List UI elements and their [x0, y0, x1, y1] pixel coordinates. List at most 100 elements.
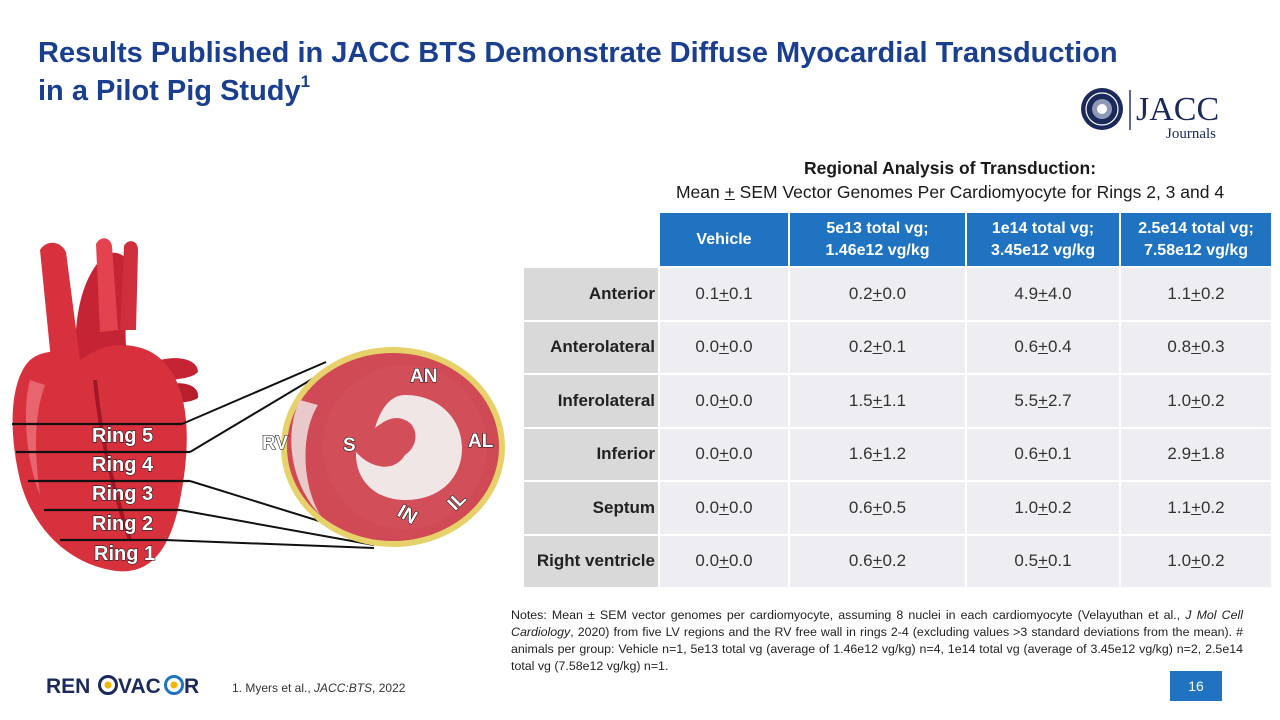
table-cell: 1.0+0.2	[965, 480, 1121, 536]
coronary-artery	[93, 379, 132, 541]
logo-text-vac: VAC	[118, 675, 161, 696]
transduction-table: Vehicle 5e13 total vg; 1.46e12 vg/kg 1e14 t…	[522, 211, 1273, 589]
column-header-line2: 1.46e12 vg/kg	[825, 241, 930, 259]
cell-mean: 0.0	[695, 337, 720, 357]
cell-plus-sign: +	[872, 551, 883, 571]
ring-label-1: Ring 1	[94, 543, 155, 565]
notes-text-1: Notes: Mean ± SEM vector genomes per car…	[511, 608, 1186, 623]
footnote-year: , 2022	[372, 681, 406, 695]
cell-mean: 0.6	[1014, 337, 1039, 357]
cell-plus-sign: +	[872, 283, 883, 303]
slide-title: Results Published in JACC BTS Demonstrat…	[38, 34, 1248, 110]
caption-rest: SEM Vector Genomes Per Cardiomyocyte for…	[734, 182, 1225, 202]
cell-plus-sign: +	[872, 444, 883, 464]
cell-sem: 0.4	[1047, 337, 1072, 357]
table-row: Right ventricle 0.0+0.0 0.6+0.2 0.5+0.1 1.0+…	[522, 533, 1273, 589]
cell-mean: 0.8	[1167, 337, 1192, 357]
footnote-citation: 1. Myers et al., JACC:BTS, 2022	[232, 681, 405, 695]
column-header-line1: 1e14 total vg;	[991, 219, 1095, 237]
cell-mean: 0.0	[695, 497, 720, 517]
footnote-authors: 1. Myers et al.,	[232, 681, 315, 695]
ring-label-4: Ring 4	[92, 454, 154, 476]
column-header: 5e13 total vg; 1.46e12 vg/kg	[788, 211, 967, 268]
table-cell: 1.0+0.2	[1119, 373, 1273, 429]
table-row: Anterolateral 0.0+0.0 0.2+0.1 0.6+0.4 0.8+0.…	[522, 319, 1273, 375]
column-header: 2.5e14 total vg; 7.58e12 vg/kg	[1119, 211, 1273, 268]
cell-sem: 2.7	[1047, 390, 1072, 410]
jacc-sub: Journals	[1166, 126, 1216, 142]
vessel-3	[120, 241, 138, 330]
column-header: 1e14 total vg; 3.45e12 vg/kg	[965, 211, 1121, 268]
lv-cavity	[355, 395, 462, 500]
cell-plus-sign: +	[1191, 283, 1201, 303]
cell-sem: 0.0	[728, 444, 753, 464]
cell-sem: 0.0	[728, 551, 753, 571]
cell-mean: 1.5	[848, 390, 873, 410]
cell-plus-sign: +	[1191, 551, 1201, 571]
cell-sem: 0.0	[882, 283, 907, 303]
notes-journal: J Mol Cell Cardiology	[511, 608, 1244, 640]
table-caption-title: Regional Analysis of Transduction:	[803, 158, 1097, 178]
cell-plus-sign: +	[1038, 444, 1048, 464]
cell-plus-sign: +	[719, 444, 729, 464]
table-row: Septum 0.0+0.0 0.6+0.5 1.0+0.2 1.1+0.2	[522, 480, 1273, 536]
footnote-journal: JACC:BTS	[314, 681, 373, 695]
cell-sem: 0.2	[1200, 497, 1225, 517]
cell-mean: 1.0	[1167, 551, 1192, 571]
table-cell: 1.1+0.2	[1119, 480, 1273, 536]
cell-plus-sign: +	[872, 390, 883, 410]
cell-sem: 0.2	[1200, 390, 1225, 410]
jacc-journals-logo: JACC Journals	[1081, 88, 1219, 142]
vessel-2	[96, 238, 118, 332]
ring-label-2: Ring 2	[92, 513, 153, 535]
row-label: Septum	[522, 480, 660, 536]
cell-mean: 1.6	[848, 444, 873, 464]
cell-sem: 0.1	[728, 283, 753, 303]
row-label: Inferior	[522, 426, 660, 482]
table-row: Inferior 0.0+0.0 1.6+1.2 0.6+0.1 2.9+1.8	[522, 426, 1273, 482]
column-header-line1: 5e13 total vg;	[826, 219, 929, 237]
cell-mean: 0.0	[695, 390, 720, 410]
cell-plus-sign: +	[872, 337, 883, 357]
region-label-rv: RV	[262, 433, 288, 454]
cell-sem: 0.1	[1047, 444, 1072, 464]
cell-mean: 1.1	[1167, 497, 1192, 517]
region-label-an: AN	[410, 366, 437, 387]
table-cell: 0.6+0.4	[965, 319, 1121, 375]
cell-mean: 0.5	[1014, 551, 1039, 571]
cell-sem: 1.2	[882, 444, 907, 464]
lv-wall	[323, 365, 487, 529]
slide-title-line-2: in a Pilot Pig Study1	[38, 72, 1248, 110]
connector-line	[181, 361, 327, 425]
rv-cavity	[291, 400, 320, 515]
cell-sem: 0.2	[1200, 551, 1225, 571]
jacc-brand: JACC	[1136, 91, 1219, 128]
cell-plus-sign: +	[719, 390, 729, 410]
cell-mean: 0.6	[1014, 444, 1039, 464]
row-label: Anterolateral	[522, 319, 660, 375]
cell-sem: 0.3	[1200, 337, 1225, 357]
page-number: 16	[1170, 671, 1222, 701]
cell-mean: 4.9	[1014, 283, 1039, 303]
table-cell: 1.1+0.2	[1119, 266, 1273, 322]
heart-illustration: AN AL IL IN S RV Ring 5 Ring 4 Ring 3 Ri…	[12, 238, 505, 572]
table-notes: Notes: Mean ± SEM vector genomes per car…	[511, 607, 1243, 675]
region-label-al: AL	[468, 431, 494, 452]
column-header-line2: 7.58e12 vg/kg	[1143, 241, 1249, 259]
slide-title-line-1: Results Published in JACC BTS Demonstrat…	[38, 37, 1118, 69]
cell-plus-sign: +	[1038, 337, 1048, 357]
table-row: Inferolateral 0.0+0.0 1.5+1.1 5.5+2.7 1.0+0.…	[522, 373, 1273, 429]
cell-plus-sign: +	[1038, 390, 1048, 410]
table-cell: 0.0+0.0	[658, 533, 790, 589]
table-cell: 0.0+0.0	[658, 373, 790, 429]
table-cell: 0.6+0.2	[788, 533, 967, 589]
cell-sem: 0.1	[1047, 551, 1072, 571]
heart-body	[12, 345, 187, 572]
ring-label-5: Ring 5	[92, 425, 153, 447]
cell-mean: 0.0	[695, 551, 720, 571]
table-cell: 0.2+0.0	[788, 266, 967, 322]
table-row: Anterior 0.1+0.1 0.2+0.0 4.9+4.0 1.1+0.2	[522, 266, 1273, 322]
table-cell: 0.0+0.0	[658, 480, 790, 536]
cell-plus-sign: +	[1191, 337, 1201, 357]
table-cell: 5.5+2.7	[965, 373, 1121, 429]
